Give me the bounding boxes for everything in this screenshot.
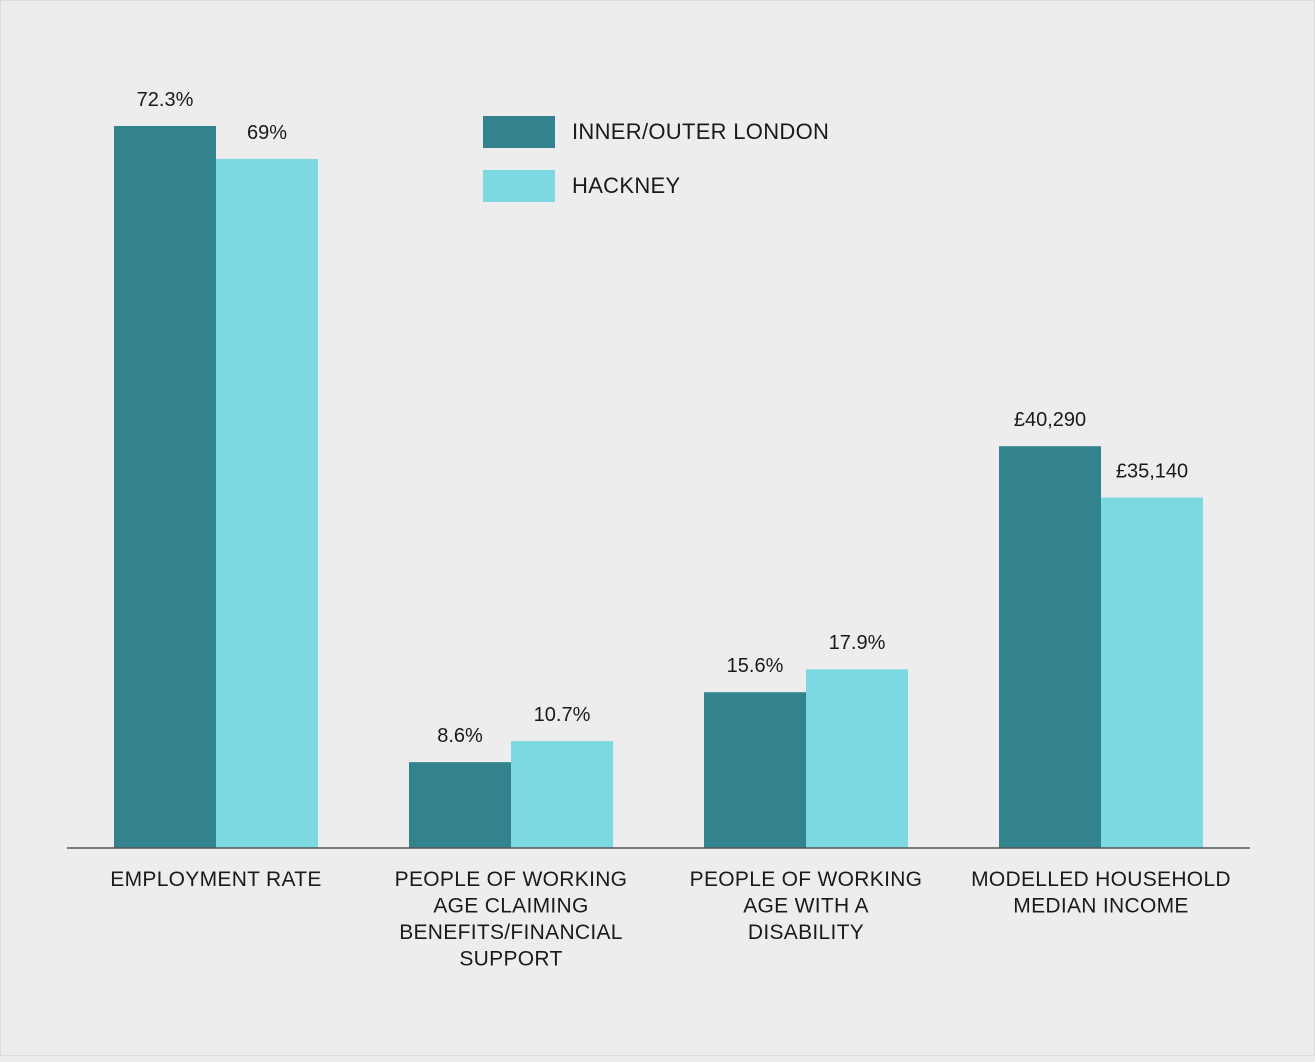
legend-swatch-hackney [483,170,555,202]
bar-london-2 [704,692,806,848]
category-label-3-line-1: MEDIAN INCOME [1013,895,1188,918]
bar-hackney-0 [216,158,318,849]
value-label-london-0: 72.3% [137,89,194,111]
bar-hackney-1 [511,741,613,848]
value-label-hackney-1: 10.7% [534,704,591,726]
category-label-0-line-0: EMPLOYMENT RATE [110,868,321,891]
legend-swatch-london [483,116,555,148]
bar-hackney-3 [1101,497,1203,848]
bar-london-0 [114,126,216,848]
category-label-2-line-1: AGE WITH A [743,895,869,918]
category-label-1-line-0: PEOPLE OF WORKING [395,868,628,891]
category-label-1-line-1: AGE CLAIMING [433,895,588,918]
legend-label-london: INNER/OUTER LONDON [572,119,829,144]
value-label-london-3: £40,290 [1014,409,1086,431]
category-label-2-line-2: DISABILITY [748,921,864,944]
value-label-hackney-0: 69% [247,122,287,144]
value-label-hackney-3: £35,140 [1116,461,1188,483]
bar-hackney-2 [806,669,908,848]
bar-london-3 [999,446,1101,848]
category-label-3-line-0: MODELLED HOUSEHOLD [971,868,1231,891]
value-label-london-2: 15.6% [727,655,784,677]
category-label-1-line-3: SUPPORT [459,948,562,971]
legend-label-hackney: HACKNEY [572,173,680,198]
value-label-hackney-2: 17.9% [829,632,886,654]
bar-london-1 [409,762,511,848]
category-label-2-line-0: PEOPLE OF WORKING [690,868,923,891]
category-label-1-line-2: BENEFITS/FINANCIAL [399,921,623,944]
value-label-london-1: 8.6% [437,725,483,747]
